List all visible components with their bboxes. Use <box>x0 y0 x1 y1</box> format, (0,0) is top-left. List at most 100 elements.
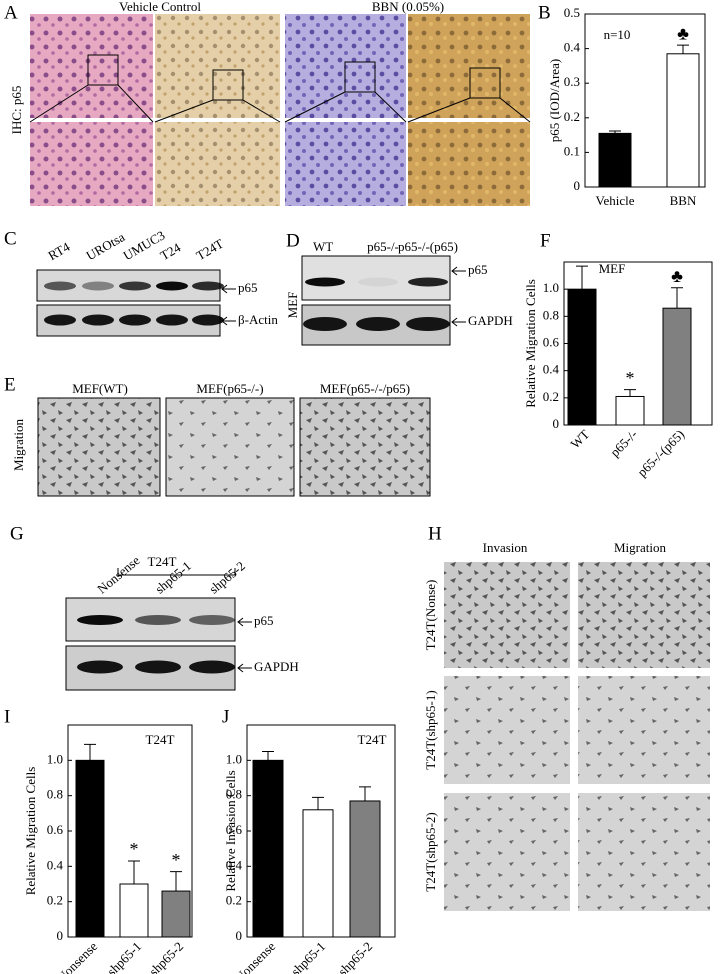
bar <box>615 395 645 426</box>
blot-band <box>135 660 181 674</box>
bar <box>302 809 334 938</box>
ihc-image <box>155 122 280 206</box>
blot-band <box>358 277 398 287</box>
blot-band <box>189 660 235 674</box>
x-tick-label: shp65-2 <box>146 939 186 974</box>
x-tick-label: Nonsense <box>54 938 101 974</box>
panel-label: G <box>10 523 24 544</box>
band-label: p65 <box>468 262 488 277</box>
migration-image <box>299 397 431 497</box>
panel-label: D <box>286 230 300 251</box>
lane-label: RT4 <box>45 239 72 263</box>
y-tick-label: 1.0 <box>47 751 63 766</box>
ihc-image <box>30 122 153 206</box>
x-tick-label: Nonsense <box>232 938 279 974</box>
y-axis-label: Relative Migration Cells <box>523 279 538 408</box>
blot-band <box>356 317 400 331</box>
cell-image <box>444 562 570 668</box>
y-tick-label: 0 <box>574 178 581 193</box>
blot-band <box>408 277 448 287</box>
y-tick-label: 0.4 <box>564 40 581 55</box>
row-label: T24T(shp65-1) <box>423 690 438 769</box>
annotation: T24T <box>146 732 175 747</box>
image-title: MEF(p65-/-/p65) <box>320 381 410 396</box>
blot-band <box>77 660 123 674</box>
blot-band <box>156 281 188 291</box>
panel-title: BBN (0.05%) <box>372 0 444 14</box>
cell-image <box>578 793 710 911</box>
lane-label: UROtsa <box>83 229 127 263</box>
blot-band <box>189 615 235 625</box>
y-tick-label: 0.1 <box>564 143 580 158</box>
arrow <box>221 316 236 326</box>
arrow <box>221 284 236 294</box>
lane-label: p65-/-(p65) <box>398 239 458 254</box>
lane-label: shp65-2 <box>206 558 248 596</box>
lane-label: UMUC3 <box>120 227 167 263</box>
annotation: n=10 <box>604 27 631 42</box>
cell-image <box>578 562 710 668</box>
bar <box>567 288 597 426</box>
cell-image <box>578 676 710 784</box>
bar <box>75 759 105 938</box>
side-label: Migration <box>11 419 26 471</box>
ihc-image <box>408 14 530 118</box>
error-bar <box>624 389 636 397</box>
x-tick-label: p65-/- <box>607 427 640 460</box>
blot-band <box>192 281 224 291</box>
marker: * <box>626 368 635 388</box>
band-label: p65 <box>254 613 274 628</box>
x-tick-label: p65-/-(p65) <box>634 427 687 480</box>
marker: * <box>172 850 181 870</box>
bar <box>666 53 700 188</box>
cell-image <box>444 676 570 784</box>
column-label: Invasion <box>483 540 528 555</box>
y-tick-label: 0.4 <box>47 857 64 872</box>
y-tick-label: 0.6 <box>226 822 243 837</box>
blot-band <box>406 317 450 331</box>
bar <box>598 132 632 188</box>
bar <box>252 759 284 938</box>
panel-label: F <box>540 230 551 251</box>
blot-band <box>44 314 76 326</box>
blot-band <box>192 314 224 326</box>
band-label: β-Actin <box>238 312 278 327</box>
y-tick-label: 0.2 <box>543 389 559 404</box>
side-label: IHC: p65 <box>9 86 24 135</box>
error-bar <box>359 786 371 801</box>
lane-label: T24T <box>193 236 226 263</box>
y-tick-label: 0.2 <box>564 109 580 124</box>
bar <box>349 800 381 938</box>
blot-band <box>156 314 188 326</box>
y-tick-label: 0.3 <box>564 74 580 89</box>
blot-band <box>119 314 151 326</box>
y-tick-label: 1.0 <box>543 280 559 295</box>
marker: ♣ <box>677 23 689 43</box>
bar <box>119 883 149 938</box>
blot-band <box>135 615 181 625</box>
ihc-image <box>408 122 530 206</box>
error-bar <box>128 860 140 884</box>
row-label: T24T(shp65-2) <box>423 812 438 891</box>
panel-title: Vehicle Control <box>119 0 201 14</box>
blot-band <box>303 317 347 331</box>
arrow <box>237 663 252 673</box>
band-label: p65 <box>238 280 258 295</box>
arrow <box>451 266 466 276</box>
marker: ♣ <box>671 266 683 286</box>
y-tick-label: 1.0 <box>226 751 242 766</box>
y-tick-label: 0.5 <box>564 5 580 20</box>
y-tick-label: 0.8 <box>543 307 559 322</box>
bracket <box>117 568 236 576</box>
y-tick-label: 0.8 <box>226 787 242 802</box>
marker: * <box>130 839 139 859</box>
x-tick-label: shp65-2 <box>335 939 375 974</box>
image-title: MEF(WT) <box>72 381 128 396</box>
annotation: MEF <box>599 261 626 276</box>
panel-label: E <box>4 374 16 395</box>
row-label: T24T(Nonse) <box>423 580 438 651</box>
blot-band <box>77 615 123 625</box>
blot-band <box>44 281 76 291</box>
error-bar <box>576 265 588 290</box>
